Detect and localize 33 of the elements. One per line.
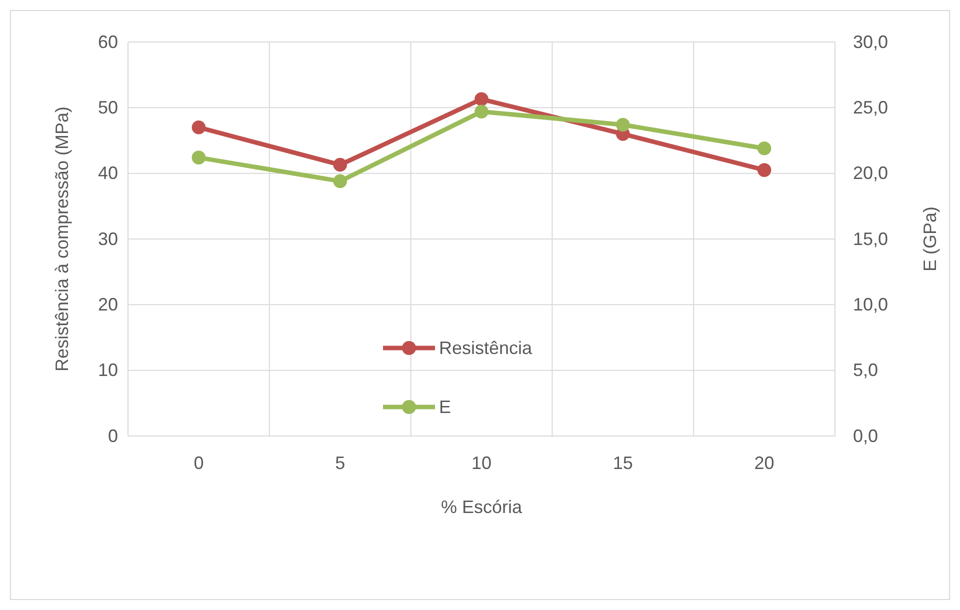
point (474, 104, 488, 119)
x-tick-label: 5 (335, 452, 346, 473)
x-tick-label: 20 (754, 452, 774, 473)
point (474, 92, 488, 106)
x-axis-title: % Escória (440, 497, 523, 517)
y2-tick-label: 25,0 (853, 97, 888, 118)
x-tick-label: 15 (612, 452, 633, 473)
point (192, 150, 206, 164)
legend-label: E (439, 397, 452, 417)
x-tick-label: 10 (471, 452, 492, 473)
point (192, 120, 206, 134)
y2-tick-label: 10,0 (853, 294, 888, 314)
y2-tick-label: 15,0 (853, 228, 888, 249)
point (333, 174, 348, 188)
y-tick-label: 30 (98, 228, 118, 249)
y2-axis-title: E (GPa) (920, 206, 940, 272)
y2-tick-label: 30,0 (853, 32, 888, 52)
y-axis-title: Resistência à compressão (MPa) (52, 106, 72, 372)
point (757, 163, 772, 177)
y2-tick-label: 20,0 (853, 163, 888, 184)
y-tick-label: 60 (98, 32, 118, 52)
y-tick-label: 50 (98, 97, 118, 118)
y-tick-label: 20 (98, 294, 118, 314)
point (333, 158, 348, 172)
legend-label: Resistência (439, 338, 534, 358)
y2-tick-label: 5,0 (853, 360, 878, 380)
x-tick-label: 0 (194, 452, 204, 473)
y-tick-label: 40 (98, 163, 118, 184)
y-tick-label: 0 (108, 426, 118, 446)
point (757, 141, 772, 156)
point (616, 118, 630, 132)
y2-tick-label: 0,0 (853, 426, 878, 446)
y-tick-label: 10 (98, 360, 118, 380)
